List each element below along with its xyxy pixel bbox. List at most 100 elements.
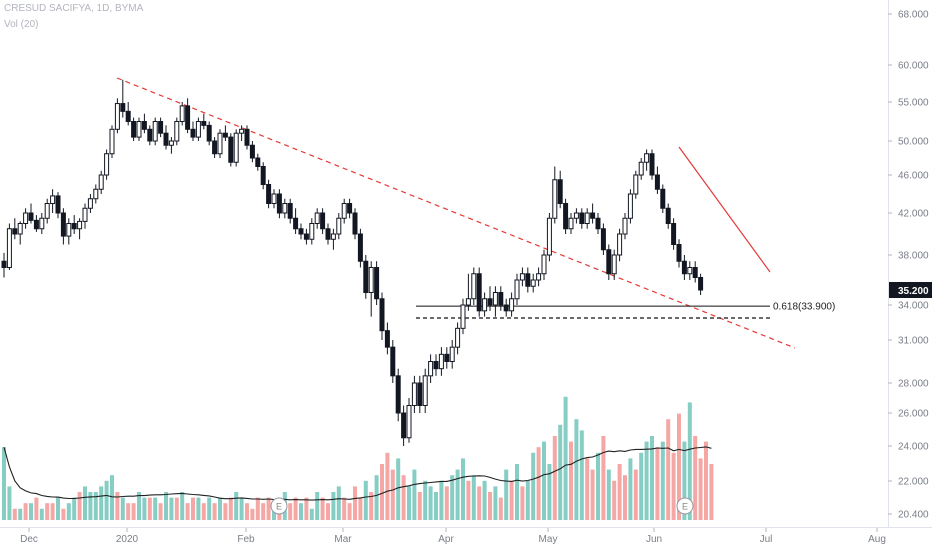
candle-body (563, 203, 569, 230)
volume-bar (552, 436, 557, 520)
volume-bar (234, 492, 239, 520)
volume-bar (677, 413, 681, 520)
volume-bar (120, 497, 125, 520)
candle-body (649, 153, 655, 176)
candle-body (460, 304, 466, 329)
candle-body (465, 298, 471, 306)
candle-body (1, 260, 7, 268)
candle-body (590, 212, 596, 219)
candle-body (611, 254, 617, 275)
candle-body (174, 121, 180, 142)
trendline-drawings: 0.618(33.900) (116, 77, 835, 349)
price-tick-label: 20.400 (898, 510, 929, 521)
time-tick-label: Dec (20, 534, 38, 545)
volume-bar (444, 486, 449, 520)
volume-bar (628, 458, 633, 520)
volume-bar (218, 497, 222, 520)
candle-body (50, 195, 56, 204)
volume-bar (185, 503, 190, 520)
last-price-label: 35.200 (898, 286, 929, 297)
volume-bar (315, 492, 320, 520)
volume-bar (309, 508, 314, 520)
volume-bar (660, 441, 665, 520)
volume-bar (488, 492, 492, 520)
volume-bar (687, 402, 692, 520)
volume-bar (471, 475, 476, 520)
long-dashed-downtrend-line (116, 77, 796, 349)
candle-body (33, 219, 39, 230)
candle-body (357, 233, 363, 262)
short-solid-downtrend-line (678, 146, 771, 273)
candle-body (82, 207, 88, 222)
grid (0, 0, 932, 528)
volume-bar (682, 441, 687, 520)
volume-bar (574, 419, 579, 520)
candle-body (255, 157, 261, 167)
volume-bars (2, 396, 714, 520)
candle-body (530, 279, 536, 287)
candle-body (482, 298, 488, 312)
volume-moving-average (3, 446, 712, 501)
volume-bar (142, 497, 147, 520)
volume-bar (293, 497, 298, 520)
candle-body (471, 273, 477, 300)
volume-bar (531, 452, 536, 520)
volume-bar (520, 486, 525, 520)
volume-bar (66, 503, 71, 520)
price-tick-label: 55.000 (898, 98, 929, 109)
candle-body (428, 361, 434, 377)
candle-body (87, 198, 93, 209)
volume-bar (390, 469, 395, 520)
volume-bar (7, 486, 12, 520)
volume-bar (704, 441, 708, 520)
candle-body (676, 244, 682, 262)
volume-bar (304, 497, 309, 520)
volume-bar (466, 480, 471, 520)
volume-bar (563, 396, 568, 520)
volume-bar (504, 469, 509, 520)
last-price-badge (889, 282, 932, 298)
volume-bar (207, 497, 212, 520)
candle-body (595, 217, 601, 230)
volume-bar (493, 486, 498, 520)
candle-body (438, 353, 444, 370)
candle-body (136, 121, 142, 138)
candle-body (341, 203, 347, 219)
volume-bar (56, 497, 60, 520)
candle-body (201, 121, 207, 126)
price-tick-label: 28.000 (898, 379, 929, 390)
candle-body (573, 212, 579, 219)
candle-body (320, 212, 326, 230)
volume-bar (569, 441, 573, 520)
price-tick-label: 26.000 (898, 409, 929, 420)
volume-bar (12, 508, 17, 520)
candle-body (503, 304, 509, 312)
volume-bar (34, 497, 39, 520)
candle-body (195, 121, 201, 138)
candle-body (233, 132, 239, 163)
volume-bar (174, 497, 179, 520)
candle-body (260, 166, 266, 185)
candle-body (309, 223, 315, 240)
volume-bar (477, 486, 482, 520)
volume-bar (434, 492, 438, 520)
candle-body (638, 161, 644, 176)
price-axis: 68.000 60.000 55.000 50.000 46.000 42.000 38.0… (888, 10, 932, 521)
volume-bar (579, 430, 584, 520)
candle-body (681, 260, 687, 275)
candle-body (77, 220, 83, 230)
candle-body (584, 212, 590, 224)
volume-bar (525, 480, 530, 520)
volume-bar (585, 458, 590, 520)
time-tick-label: Mar (334, 534, 352, 545)
volume-bar (396, 458, 401, 520)
volume-bar (23, 503, 28, 520)
volume-bar (288, 503, 293, 520)
volume-bar (612, 480, 617, 520)
volume-bar (482, 480, 487, 520)
volume-bar (18, 508, 23, 520)
volume-bar (326, 503, 330, 520)
candle-body (514, 279, 520, 300)
volume-bar (455, 469, 460, 520)
